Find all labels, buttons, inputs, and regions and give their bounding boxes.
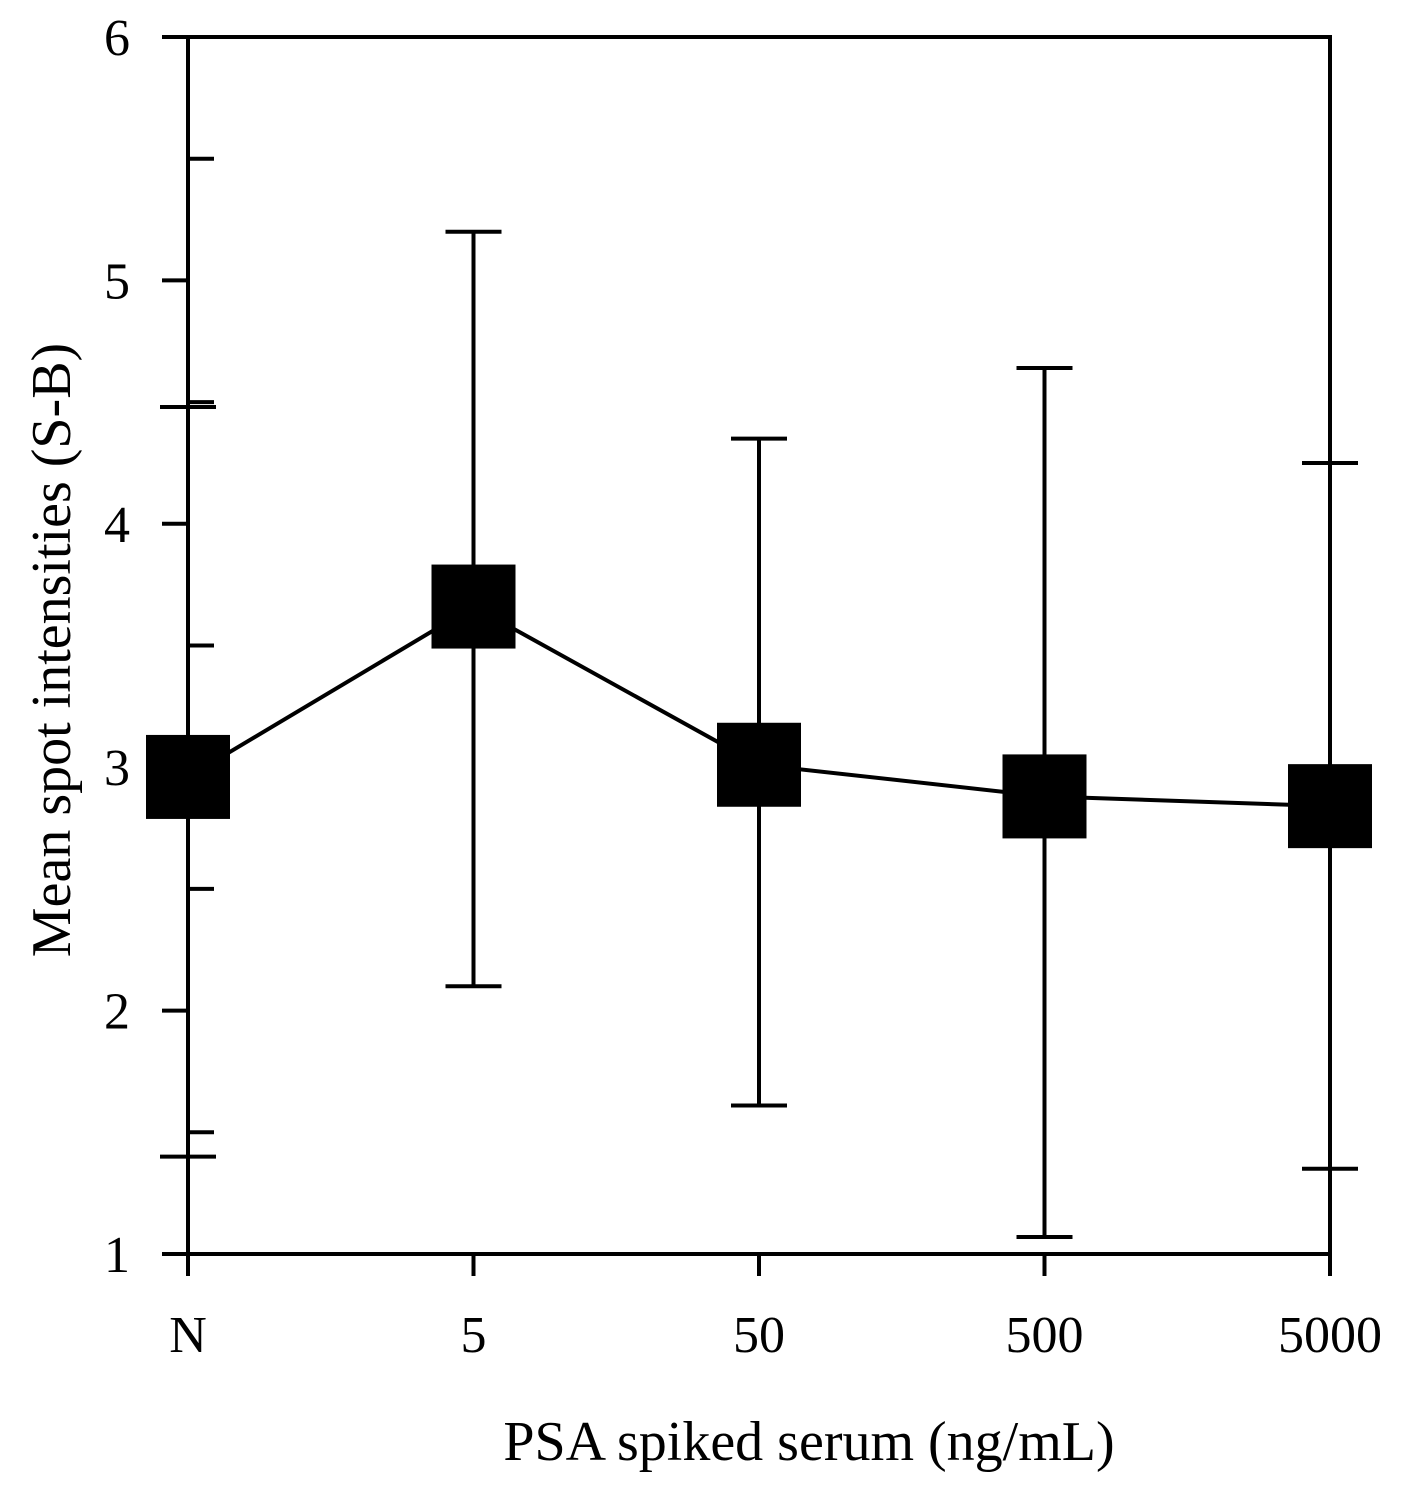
x-tick-label: N <box>169 1307 207 1364</box>
data-point-marker <box>146 734 230 819</box>
data-point-marker <box>1002 754 1087 839</box>
x-tick-label: 5 <box>461 1307 487 1364</box>
y-tick-label: 6 <box>104 10 130 67</box>
data-markers <box>146 564 1372 849</box>
y-tick-label: 3 <box>104 740 130 797</box>
data-point-marker <box>717 722 801 807</box>
y-axis-title: Mean spot intensities (S-B) <box>21 343 83 957</box>
y-tick-label: 5 <box>104 253 130 310</box>
x-tick-label: 50 <box>733 1307 785 1364</box>
x-tick-label: 5000 <box>1278 1307 1382 1364</box>
x-axis: N 5 50 500 5000 <box>169 1254 1382 1364</box>
x-axis-title: PSA spiked serum (ng/mL) <box>503 1411 1114 1473</box>
y-tick-label: 2 <box>104 984 130 1041</box>
y-tick-label: 4 <box>104 497 130 554</box>
data-point-marker <box>1288 764 1372 849</box>
y-axis: 1 2 3 4 5 6 <box>104 10 214 1284</box>
data-point-marker <box>431 564 516 649</box>
y-tick-label: 1 <box>104 1227 130 1284</box>
x-tick-label: 500 <box>1006 1307 1084 1364</box>
